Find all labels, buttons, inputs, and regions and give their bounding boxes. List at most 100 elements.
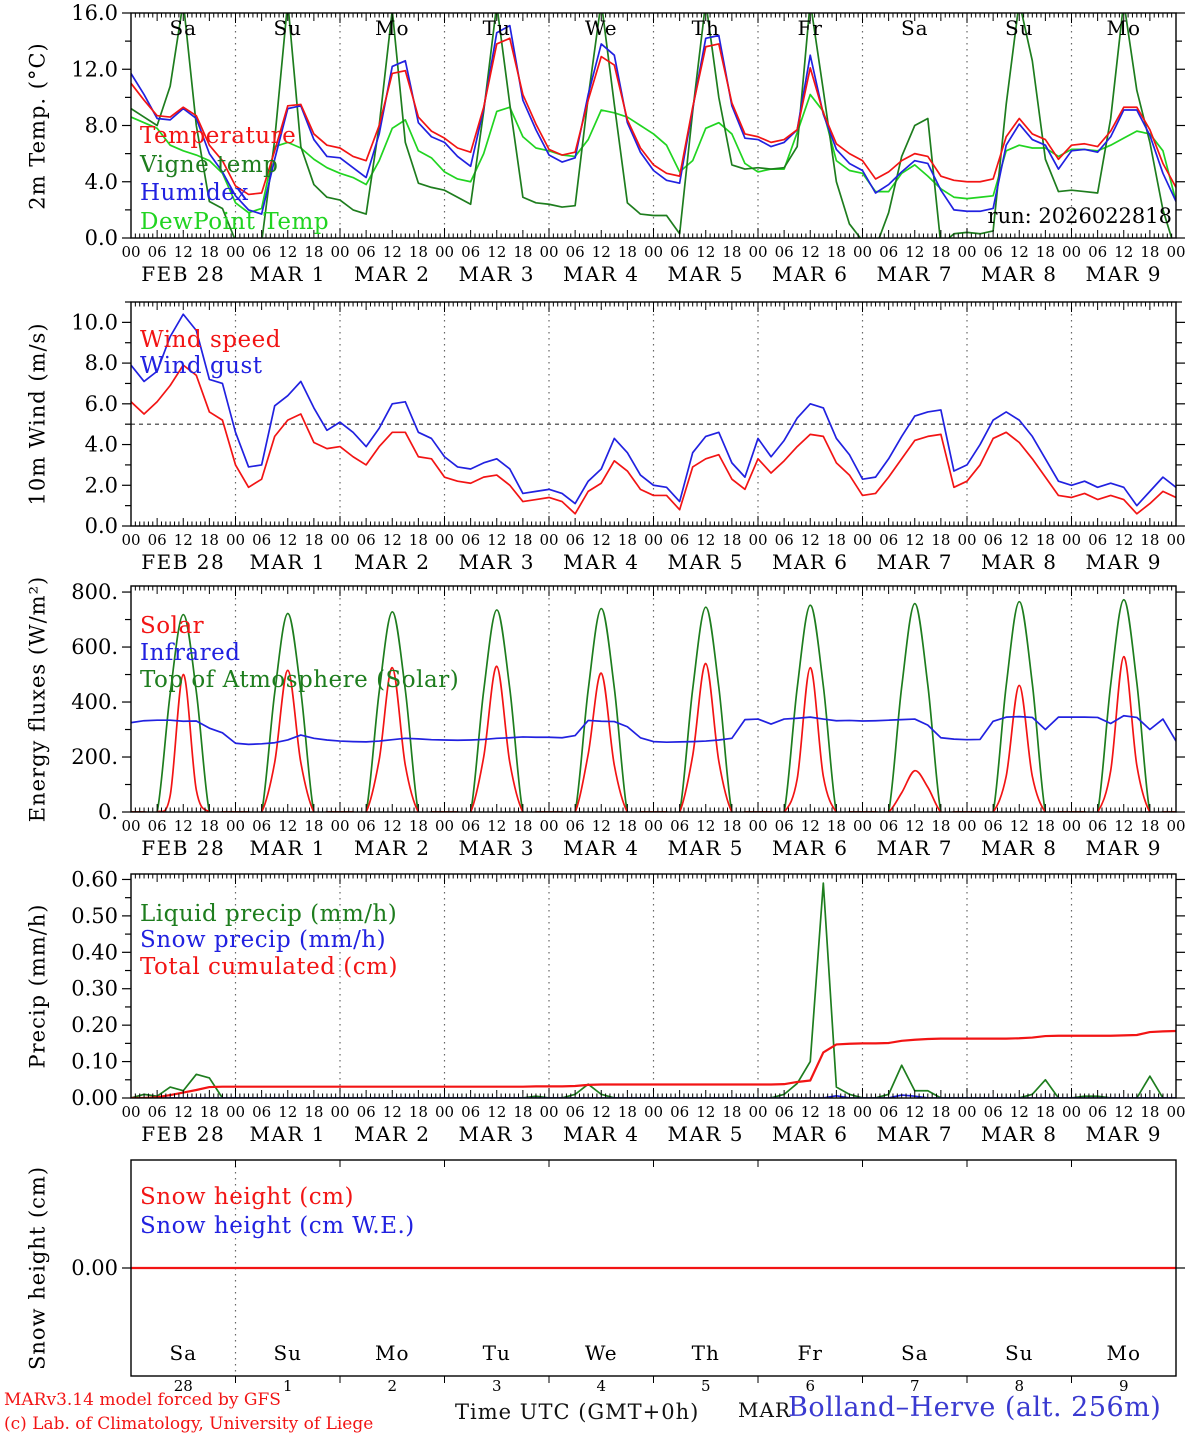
svg-text:12: 12 [905, 1103, 924, 1121]
svg-text:0.: 0. [98, 800, 118, 824]
panel-snow_height: 0.00 Sa Su Mo Tu We Th Fr Sa Su Mo 28 1 2 3 4 5 6 7 8 9 [71, 1159, 1185, 1395]
legend-liquid-precip-label: Liquid precip (mm/h) [140, 901, 398, 927]
svg-text:06: 06 [148, 1103, 167, 1121]
svg-text:12: 12 [278, 531, 297, 549]
svg-text:12: 12 [1114, 531, 1133, 549]
svg-text:MAR 2: MAR 2 [354, 836, 431, 860]
svg-text:Mo: Mo [375, 16, 410, 40]
series-Total cumulated (cm) [131, 1029, 1176, 1098]
svg-text:06: 06 [670, 1103, 689, 1121]
svg-text:Sa: Sa [169, 1341, 197, 1365]
svg-text:00: 00 [121, 1103, 140, 1121]
legend-infrared-label: Infrared [140, 640, 241, 666]
svg-text:00: 00 [957, 1103, 976, 1121]
svg-text:18: 18 [513, 1103, 532, 1121]
svg-text:06: 06 [1088, 1103, 1107, 1121]
legend-toa-solar-label: Top of Atmosphere (Solar) [140, 667, 460, 693]
svg-text:MAR 3: MAR 3 [458, 1122, 535, 1146]
legend-vigne-temp-label: Vigne temp [140, 152, 279, 178]
tick-marks [130, 586, 1177, 812]
svg-text:18: 18 [1140, 531, 1159, 549]
svg-text:18: 18 [618, 243, 637, 261]
svg-text:18: 18 [1036, 1103, 1055, 1121]
svg-text:00: 00 [748, 531, 767, 549]
legend-dewpoint-label: DewPoint Temp [140, 209, 330, 235]
svg-text:12: 12 [1010, 817, 1029, 835]
svg-text:12: 12 [383, 817, 402, 835]
svg-text:00: 00 [226, 1103, 245, 1121]
svg-text:0.30: 0.30 [71, 977, 118, 1001]
svg-text:MAR 4: MAR 4 [563, 1122, 640, 1146]
svg-text:06: 06 [984, 1103, 1003, 1121]
svg-text:18: 18 [513, 243, 532, 261]
panel-energy_fluxes: 0. 200. 400. 600. 800. 00 06 12 18 00 06 12 18 00 06 12… [71, 580, 1185, 860]
svg-text:06: 06 [357, 243, 376, 261]
svg-text:00: 00 [1062, 1103, 1081, 1121]
svg-text:6: 6 [805, 1377, 815, 1395]
svg-text:18: 18 [618, 817, 637, 835]
svg-text:00: 00 [539, 531, 558, 549]
svg-text:9: 9 [1119, 1377, 1129, 1395]
date-labels: FEB 28 MAR 1 MAR 2 MAR 3 MAR 4 MAR 5 MAR 6 MAR … [141, 836, 1160, 860]
svg-text:Su: Su [1005, 1341, 1034, 1365]
hour-labels: 00 06 12 18 00 06 12 18 00 06 12 18 00 06 12 18 00 06 12 18… [121, 243, 1185, 261]
svg-text:18: 18 [931, 243, 950, 261]
series-Wind speed [131, 364, 1176, 515]
svg-text:MAR 1: MAR 1 [249, 262, 326, 286]
legend-snow-height-we: Snow height (cm W.E.) [140, 1215, 415, 1238]
tick-marks [235, 1160, 1072, 1383]
hour-labels: 00 06 12 18 00 06 12 18 00 06 12 18 00 06 12 18 00 06 12 18… [121, 1103, 1185, 1121]
day-gridlines [234, 874, 1073, 1098]
svg-text:18: 18 [409, 1103, 428, 1121]
svg-text:00: 00 [1166, 1103, 1185, 1121]
legend-snow-height-we-label: Snow height (cm W.E.) [140, 1213, 415, 1239]
svg-text:0.10: 0.10 [71, 1050, 118, 1074]
svg-text:00: 00 [1166, 531, 1185, 549]
footer-time-axis-label: Time UTC (GMT+0h) [455, 1400, 700, 1424]
svg-text:06: 06 [566, 531, 585, 549]
svg-text:MAR 5: MAR 5 [667, 550, 744, 574]
svg-text:FEB 28: FEB 28 [141, 1122, 225, 1146]
series-lines [131, 598, 1176, 812]
tick-marks [130, 874, 1177, 1098]
svg-text:7: 7 [910, 1377, 920, 1395]
svg-text:18: 18 [827, 1103, 846, 1121]
legend-snow-height: Snow height (cm) [140, 1186, 354, 1209]
svg-text:12: 12 [592, 817, 611, 835]
series-Solar [131, 655, 1176, 812]
legend-wind-speed-label: Wind speed [140, 327, 281, 353]
svg-text:00: 00 [435, 531, 454, 549]
svg-text:12: 12 [487, 531, 506, 549]
legend-snow-height-label: Snow height (cm) [140, 1184, 354, 1210]
legend-wind-gust: Wind gust [140, 355, 263, 378]
svg-text:MAR 2: MAR 2 [354, 1122, 431, 1146]
svg-text:06: 06 [775, 817, 794, 835]
svg-text:18: 18 [304, 243, 323, 261]
svg-text:Tu: Tu [483, 1341, 511, 1365]
svg-text:18: 18 [1036, 243, 1055, 261]
y-axis-title-wind: 10m Wind (m/s) [25, 322, 50, 506]
svg-text:12: 12 [278, 1103, 297, 1121]
svg-text:06: 06 [775, 243, 794, 261]
svg-text:00: 00 [853, 817, 872, 835]
svg-text:00: 00 [330, 243, 349, 261]
svg-text:06: 06 [252, 243, 271, 261]
svg-text:12: 12 [1114, 1103, 1133, 1121]
svg-text:400.: 400. [71, 690, 118, 714]
series-DewPoint Temp [131, 93, 1176, 214]
svg-text:18: 18 [1036, 531, 1055, 549]
legend-temperature-label: Temperature [140, 123, 297, 149]
legend-wind-gust-label: Wind gust [140, 353, 263, 379]
svg-text:MAR 2: MAR 2 [354, 262, 431, 286]
svg-text:06: 06 [357, 531, 376, 549]
svg-text:18: 18 [1140, 817, 1159, 835]
svg-text:06: 06 [461, 1103, 480, 1121]
svg-text:Mo: Mo [1106, 1341, 1141, 1365]
svg-text:Fr: Fr [798, 1341, 823, 1365]
svg-text:0.50: 0.50 [71, 904, 118, 928]
svg-text:06: 06 [879, 243, 898, 261]
svg-text:4: 4 [596, 1377, 606, 1395]
svg-text:12: 12 [174, 243, 193, 261]
svg-text:MAR 6: MAR 6 [772, 1122, 849, 1146]
